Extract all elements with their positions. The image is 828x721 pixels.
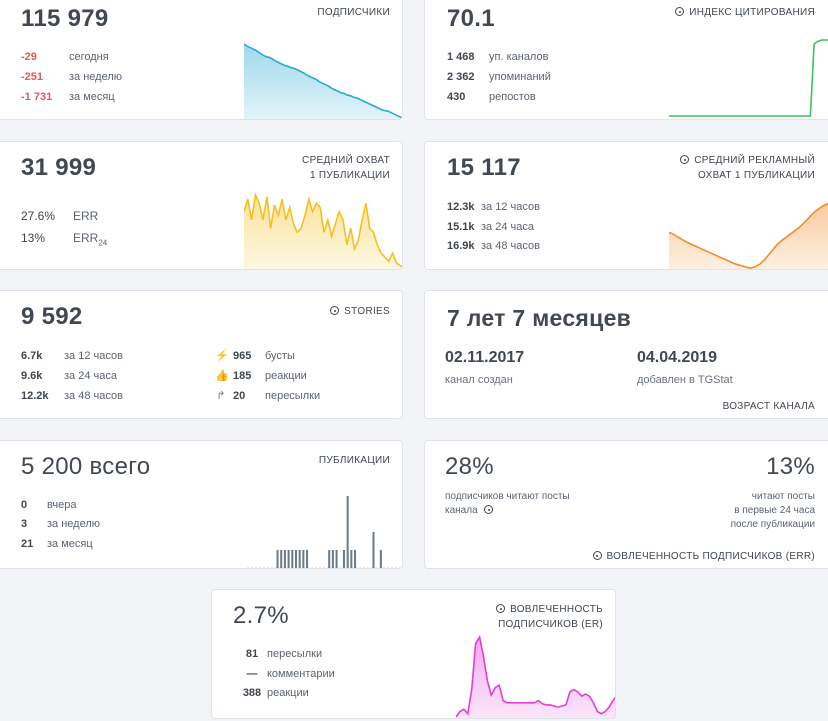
info-icon bbox=[675, 7, 685, 16]
publication-bar bbox=[298, 550, 301, 568]
citation-index-value: 70.1 bbox=[447, 5, 495, 32]
citation-mentions: 2 362 упоминаний bbox=[447, 71, 551, 83]
er-reactions: 388 реакции bbox=[242, 687, 309, 699]
er-forwards: 81 пересылки bbox=[245, 648, 323, 660]
publication-bar bbox=[331, 550, 334, 568]
engagement-left-text: подписчиков читают посты канала bbox=[445, 491, 570, 516]
subscribers-week: -251 за неделю bbox=[21, 71, 123, 83]
subscribers-label: ПОДПИСЧИКИ bbox=[317, 7, 390, 18]
stories-reactions: 👍 185 реакции bbox=[215, 366, 307, 386]
stories-card[interactable]: 9 592 STORIES 6.7k за 12 часов 9.6k за 24 … bbox=[0, 290, 403, 419]
citation-reposts: 430 репостов bbox=[447, 91, 536, 103]
trend-line bbox=[244, 43, 402, 119]
added-date: 04.04.2019 bbox=[637, 349, 718, 366]
publication-bar bbox=[372, 532, 375, 568]
publication-bar bbox=[280, 550, 283, 568]
info-icon bbox=[592, 551, 602, 560]
trend-area bbox=[669, 203, 828, 269]
publication-bar bbox=[306, 550, 309, 568]
subscribers-month: -1 731 за месяц bbox=[21, 91, 115, 103]
stories-12h: 6.7k за 12 часов bbox=[21, 350, 123, 362]
citation-label: ИНДЕКС ЦИТИРОВАНИЯ bbox=[675, 5, 815, 20]
added-label: добавлен в TGStat bbox=[637, 374, 733, 386]
reach-value: 31 999 bbox=[21, 154, 97, 181]
engagement-err-card[interactable]: 28% подписчиков читают посты канала 13% ч… bbox=[424, 440, 828, 569]
thumbs-up-icon: 👍 bbox=[215, 370, 229, 382]
created-label: канал создан bbox=[445, 374, 513, 386]
reach-err24: 13% ERR24 bbox=[21, 231, 108, 248]
citation-trend-chart bbox=[669, 39, 828, 117]
ad-reach-12h: 12.3k за 12 часов bbox=[447, 201, 540, 213]
publications-value: 5 200 всего bbox=[21, 453, 151, 480]
publications-label: ПУБЛИКАЦИИ bbox=[318, 455, 390, 466]
publications-week: 3 за неделю bbox=[21, 518, 101, 530]
stories-label: STORIES bbox=[330, 304, 390, 319]
er-value: 2.7% bbox=[233, 602, 289, 629]
reach-card[interactable]: 31 999 СРЕДНИЙ ОХВАТ 1 ПУБЛИКАЦИИ 27.6% ER… bbox=[0, 141, 403, 270]
info-icon bbox=[496, 604, 506, 613]
trend-line bbox=[456, 634, 615, 718]
er-comments: — комментарии bbox=[246, 668, 335, 680]
ad-reach-label: СРЕДНИЙ РЕКЛАМНЫЙ ОХВАТ 1 ПУБЛИКАЦИИ bbox=[680, 153, 815, 183]
stories-48h: 12.2k за 48 часов bbox=[21, 390, 123, 402]
engagement-left-value: 28% bbox=[445, 453, 494, 480]
publication-bar bbox=[342, 550, 345, 568]
info-icon bbox=[680, 155, 690, 164]
subscribers-card[interactable]: 115 979 ПОДПИСЧИКИ -29 сегодня -251 за нед… bbox=[0, 0, 403, 120]
trend-line bbox=[669, 39, 828, 117]
subscribers-count: 115 979 bbox=[21, 5, 109, 32]
publication-bar bbox=[335, 550, 338, 568]
trend-line bbox=[669, 202, 828, 269]
reach-trend-chart bbox=[244, 192, 402, 269]
engagement-err-label: ВОВЛЕЧЕННОСТЬ ПОДПИСЧИКОВ (ERR) bbox=[592, 549, 815, 564]
stories-value: 9 592 bbox=[21, 303, 83, 330]
channel-age-value: 7 лет 7 месяцев bbox=[447, 305, 632, 331]
er-label: ВОВЛЕЧЕННОСТЬ ПОДПИСЧИКОВ (ER) bbox=[496, 604, 603, 630]
share-arrow-icon: ↱ bbox=[216, 390, 226, 402]
trend-area bbox=[456, 637, 615, 718]
engagement-right-value: 13% bbox=[766, 453, 815, 480]
channel-age-card[interactable]: 7 лет 7 месяцев 02.11.2017 канал создан … bbox=[424, 290, 828, 419]
publication-bar bbox=[283, 550, 286, 568]
ad-reach-48h: 16.9k за 48 часов bbox=[447, 240, 540, 252]
citation-card[interactable]: 70.1 ИНДЕКС ЦИТИРОВАНИЯ 1 468 уп. каналов… bbox=[424, 0, 828, 120]
info-icon bbox=[330, 306, 340, 315]
engagement-right-text: читают посты в первые 24 часа после публик… bbox=[730, 491, 815, 530]
publication-bar bbox=[379, 550, 382, 568]
publication-bar bbox=[350, 550, 353, 568]
publication-bar bbox=[276, 550, 279, 568]
stories-boosts: ⚡ 965 бусты bbox=[215, 346, 295, 366]
publications-yesterday: 0 вчера bbox=[21, 499, 77, 511]
reach-label: СРЕДНИЙ ОХВАТ 1 ПУБЛИКАЦИИ bbox=[302, 155, 390, 181]
stories-24h: 9.6k за 24 часа bbox=[21, 370, 117, 382]
engagement-er-card[interactable]: 2.7% ВОВЛЕЧЕННОСТЬ ПОДПИСЧИКОВ (ER) 81 пер… bbox=[211, 589, 616, 719]
trend-area bbox=[244, 44, 402, 119]
ad-reach-24h: 15.1k за 24 часа bbox=[447, 221, 534, 233]
ad-reach-trend-chart bbox=[669, 202, 828, 269]
publication-bar bbox=[294, 550, 298, 568]
publication-bar bbox=[328, 550, 331, 568]
lightning-icon: ⚡ bbox=[215, 350, 229, 362]
publications-month: 21 за месяц bbox=[21, 538, 93, 550]
publications-bar-chart bbox=[247, 496, 402, 568]
er-trend-chart bbox=[456, 634, 615, 718]
trend-line bbox=[244, 192, 402, 268]
help-icon[interactable] bbox=[484, 505, 494, 514]
publication-bar bbox=[346, 496, 349, 568]
channel-age-label: ВОЗРАСТ КАНАЛА bbox=[722, 401, 815, 412]
created-date: 02.11.2017 bbox=[445, 349, 525, 366]
subscribers-today: -29 сегодня bbox=[21, 51, 109, 63]
publication-bar bbox=[354, 550, 357, 568]
trend-area bbox=[244, 195, 402, 269]
publications-card[interactable]: 5 200 всего ПУБЛИКАЦИИ 0 вчера 3 за неделю… bbox=[0, 440, 403, 569]
publication-bar bbox=[302, 550, 305, 568]
subscribers-trend-chart bbox=[244, 43, 402, 119]
reach-err: 27.6% ERR bbox=[21, 209, 99, 223]
citation-channels: 1 468 уп. каналов bbox=[447, 51, 549, 63]
ad-reach-card[interactable]: 15 117 СРЕДНИЙ РЕКЛАМНЫЙ ОХВАТ 1 ПУБЛИКАЦ… bbox=[424, 141, 828, 270]
publication-bar bbox=[287, 550, 290, 568]
ad-reach-value: 15 117 bbox=[447, 154, 521, 181]
stories-forwards: ↱ 20 пересылки bbox=[215, 386, 320, 406]
publication-bar bbox=[291, 550, 294, 568]
